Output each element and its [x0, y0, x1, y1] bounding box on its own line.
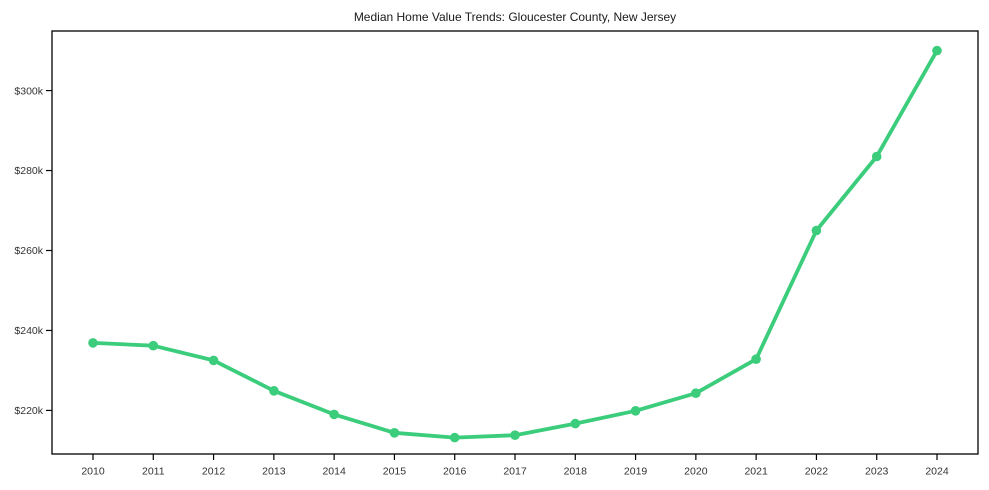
x-tick-label: 2016 — [443, 466, 467, 478]
x-tick-label: 2022 — [805, 466, 829, 478]
x-tick-label: 2019 — [624, 466, 648, 478]
x-tick-label: 2015 — [383, 466, 407, 478]
y-tick-label: $280k — [14, 165, 43, 177]
trend-line-group — [88, 45, 942, 443]
y-tick-label: $260k — [14, 245, 43, 257]
data-point-2013 — [269, 386, 279, 396]
x-tick-label: 2011 — [142, 466, 165, 478]
data-point-2010 — [88, 338, 98, 348]
x-tick-label: 2010 — [81, 466, 105, 478]
plot-area-border — [51, 30, 979, 455]
data-point-2024 — [932, 45, 942, 56]
x-tick-label: 2021 — [744, 466, 768, 478]
data-point-2011 — [148, 340, 159, 351]
chart-title: Median Home Value Trends: Gloucester Cou… — [354, 10, 676, 24]
x-tick-label: 2018 — [564, 466, 588, 478]
x-tick-label: 2012 — [202, 466, 226, 478]
y-tick-label: $220k — [14, 405, 43, 417]
data-point-2015 — [389, 428, 400, 438]
trend-line — [91, 48, 939, 440]
x-tick-label: 2014 — [322, 466, 346, 478]
x-axis: 2010 2011 2012 2013 2014 2015 2016 2017 2018 2019… — [81, 454, 949, 478]
data-point-2012 — [208, 355, 219, 366]
data-point-2014 — [329, 409, 339, 420]
data-point-2016 — [449, 432, 460, 443]
y-axis: $220k $240k $260k $280k $300k — [14, 85, 52, 417]
data-point-2020 — [691, 388, 701, 399]
data-point-2019 — [630, 406, 641, 416]
y-tick-label: $240k — [14, 325, 43, 337]
data-point-2023 — [871, 151, 882, 162]
data-point-2022 — [811, 225, 822, 236]
data-point-2017 — [510, 430, 520, 441]
x-tick-label: 2013 — [262, 466, 286, 478]
data-point-2018 — [570, 418, 581, 429]
x-tick-label: 2020 — [684, 466, 708, 478]
x-tick-label: 2024 — [925, 466, 949, 478]
data-point-2021 — [751, 354, 761, 365]
x-tick-label: 2023 — [865, 466, 889, 478]
x-tick-label: 2017 — [503, 466, 527, 478]
y-tick-label: $300k — [14, 85, 43, 97]
